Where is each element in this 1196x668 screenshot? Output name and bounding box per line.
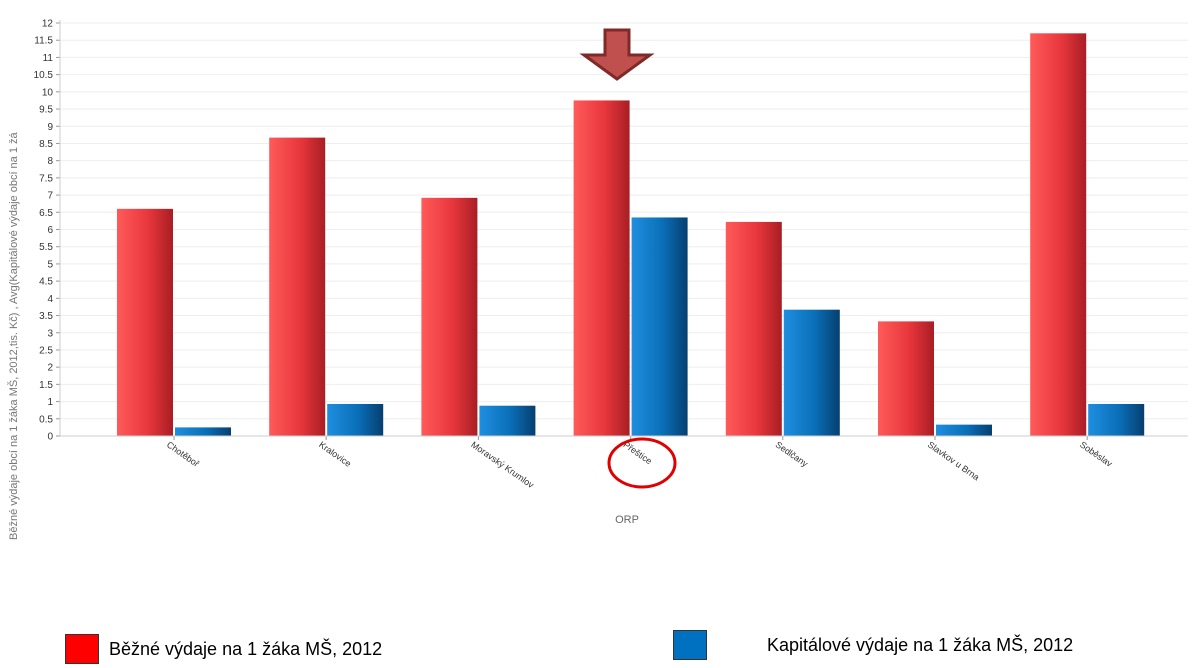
y-tick-label: 6.5 <box>39 208 53 219</box>
x-axis-ticks: Chotěboř Kralovice Moravský Krumlov Přeštic… <box>165 436 1115 490</box>
y-tick-label: 4.5 <box>39 277 53 288</box>
chart: 00.511.522.533.544.555.566.577.588.599.5… <box>0 0 1196 580</box>
bar-capital-expenses <box>632 217 688 436</box>
y-tick-label: 0.5 <box>39 414 53 425</box>
bar-current-expenses <box>574 100 630 436</box>
bar-current-expenses <box>726 222 782 436</box>
y-tick-label: 10 <box>42 87 54 98</box>
legend-label-capital: Kapitálové výdaje na 1 žáka MŠ, 2012 <box>767 635 1073 656</box>
y-axis-ticks: 00.511.522.533.544.555.566.577.588.599.5… <box>34 19 60 443</box>
y-tick-label: 6 <box>47 225 53 236</box>
legend-item-capital: Kapitálové výdaje na 1 žáka MŠ, 2012 <box>673 630 1073 660</box>
bar-capital-expenses <box>327 404 383 436</box>
bar-current-expenses <box>117 209 173 436</box>
y-tick-label: 9.5 <box>39 105 53 116</box>
y-tick-label: 8 <box>47 156 53 167</box>
bar-current-expenses <box>878 321 934 436</box>
y-tick-label: 5 <box>47 259 53 270</box>
legend-swatch-blue <box>673 630 707 660</box>
highlight-circle-icon <box>609 439 675 487</box>
legend-swatch-red <box>65 634 99 664</box>
x-tick-label: Chotěboř <box>165 439 202 469</box>
bars <box>117 33 1144 436</box>
y-tick-label: 4 <box>47 294 53 305</box>
y-tick-label: 10.5 <box>34 70 54 81</box>
down-arrow-icon <box>584 30 650 79</box>
bar-capital-expenses <box>936 425 992 436</box>
x-tick-label: Moravský Krumlov <box>469 439 536 490</box>
y-tick-label: 0 <box>47 432 53 443</box>
y-tick-label: 9 <box>47 122 53 133</box>
x-tick-label: Sedlčany <box>774 439 810 469</box>
bar-current-expenses <box>269 138 325 436</box>
legend-label-current: Běžné výdaje na 1 žáka MŠ, 2012 <box>109 639 382 660</box>
y-tick-label: 5.5 <box>39 242 53 253</box>
bar-current-expenses <box>1030 33 1086 436</box>
y-tick-label: 2 <box>47 363 53 374</box>
y-tick-label: 7.5 <box>39 173 53 184</box>
x-tick-label: Slavkov u Brna <box>926 439 981 482</box>
bar-capital-expenses <box>784 310 840 436</box>
bar-capital-expenses <box>479 406 535 436</box>
y-tick-label: 1.5 <box>39 380 53 391</box>
x-axis-title: ORP <box>615 514 639 526</box>
y-tick-label: 7 <box>47 191 53 202</box>
y-tick-label: 11 <box>43 53 54 64</box>
y-tick-label: 11.5 <box>34 36 53 47</box>
bar-capital-expenses <box>1088 404 1144 436</box>
x-tick-label: Přeštice <box>621 439 653 466</box>
x-tick-label: Kralovice <box>317 439 353 468</box>
bar-current-expenses <box>421 198 477 436</box>
y-tick-label: 1 <box>47 397 53 408</box>
legend-item-current: Běžné výdaje na 1 žáka MŠ, 2012 <box>65 634 382 664</box>
y-tick-label: 3 <box>47 328 53 339</box>
y-tick-label: 8.5 <box>39 139 53 150</box>
bar-capital-expenses <box>175 427 231 436</box>
y-tick-label: 2.5 <box>39 345 53 356</box>
y-tick-label: 3.5 <box>39 311 53 322</box>
y-axis-title: Běžné výdaje obcí na 1 žáka MŠ, 2012,tis… <box>7 131 20 540</box>
y-tick-label: 12 <box>42 19 54 30</box>
x-tick-label: Soběslav <box>1078 439 1114 469</box>
